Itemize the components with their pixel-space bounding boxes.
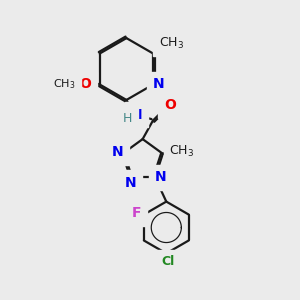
Text: O: O bbox=[164, 98, 176, 112]
Text: N: N bbox=[111, 145, 123, 159]
Text: CH$_3$: CH$_3$ bbox=[53, 78, 76, 92]
Text: N: N bbox=[124, 176, 136, 190]
Text: CH$_3$: CH$_3$ bbox=[159, 35, 184, 50]
Text: N: N bbox=[153, 77, 164, 92]
Text: N: N bbox=[154, 170, 166, 184]
Text: O: O bbox=[80, 77, 92, 92]
Text: CH$_3$: CH$_3$ bbox=[169, 144, 194, 159]
Text: N: N bbox=[130, 108, 142, 122]
Text: Cl: Cl bbox=[161, 255, 174, 268]
Text: H: H bbox=[123, 112, 132, 125]
Text: F: F bbox=[132, 206, 141, 220]
